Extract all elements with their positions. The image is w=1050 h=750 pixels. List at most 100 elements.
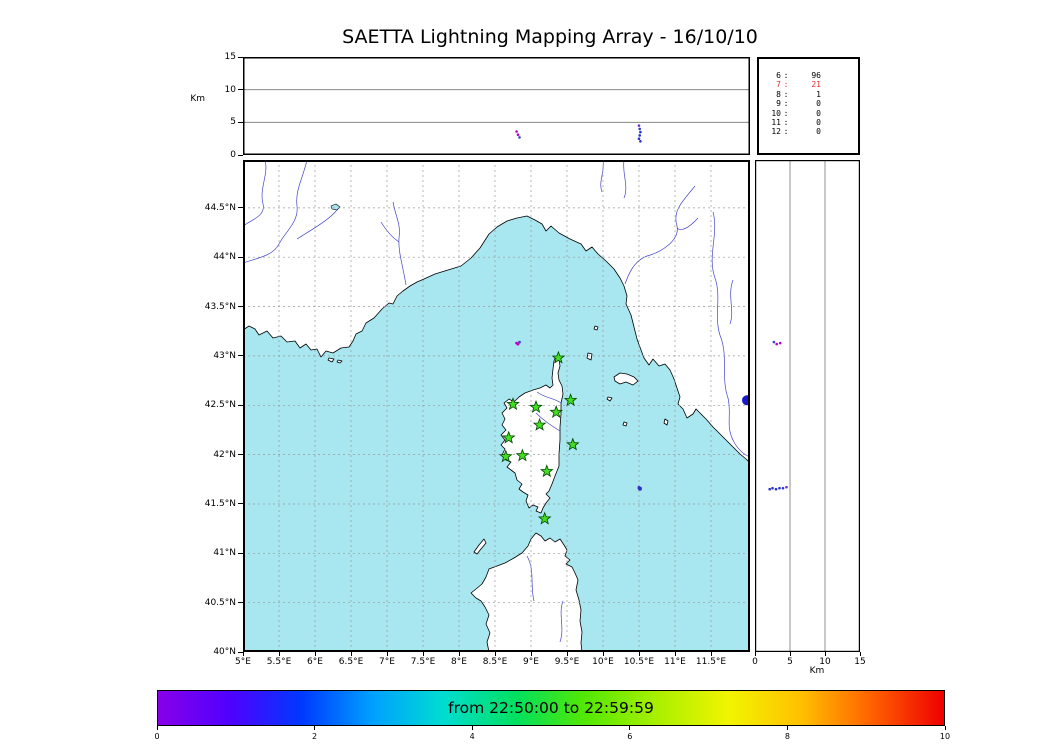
lightning-source-dot	[639, 130, 642, 134]
montecristo-island	[622, 421, 628, 427]
tick-label: 15	[854, 657, 866, 667]
tick-label: 0	[752, 657, 758, 667]
lma-station-star	[501, 430, 516, 444]
lightning-source-dot	[515, 130, 518, 133]
tick-mark	[566, 652, 568, 656]
lma-station-star	[529, 400, 543, 413]
lightning-source-dot	[516, 342, 520, 346]
figure-title: SAETTA Lightning Mapping Array - 16/10/1…	[342, 26, 758, 48]
tick-mark	[242, 652, 244, 656]
tick-mark	[238, 207, 243, 209]
tick-mark	[350, 652, 352, 656]
tick-mark	[674, 652, 676, 656]
elba-island	[613, 372, 639, 386]
capraia-island	[586, 352, 593, 361]
lightning-source-dot	[778, 486, 781, 490]
river	[624, 185, 696, 285]
station-count-row: 7:21	[776, 80, 821, 90]
lightning-source-dot	[781, 486, 785, 490]
tick-mark	[471, 726, 473, 730]
lightning-source-dot	[772, 340, 776, 344]
tick-mark	[458, 652, 460, 656]
tick-label: 4	[469, 732, 475, 741]
lma-station-star	[498, 449, 513, 463]
tick-mark	[386, 652, 388, 656]
tick-label: 5	[787, 657, 793, 667]
giglio-island	[663, 418, 669, 426]
tick-label: 10	[939, 732, 951, 741]
river	[392, 201, 407, 286]
tick-label: 6°E	[307, 657, 323, 667]
tick-label: 7°E	[379, 657, 395, 667]
map-data-layer	[243, 160, 750, 652]
map-frame	[243, 160, 750, 652]
tick-label: 10	[819, 657, 831, 667]
tick-mark	[638, 652, 640, 656]
river	[535, 412, 561, 432]
tick-mark	[824, 652, 826, 656]
alt-lon-data-layer	[243, 89, 750, 143]
alt-lat-canvas	[755, 160, 860, 652]
station-count-row: 9:0	[776, 99, 821, 109]
tick-label: 5°E	[235, 657, 251, 667]
tick-label: 11°E	[664, 657, 686, 667]
tick-label: 43.5°N	[204, 301, 236, 312]
river	[729, 279, 734, 325]
lightning-source-dot	[518, 340, 521, 344]
station-count-row: 10:0	[771, 108, 821, 118]
tick-mark	[494, 652, 496, 656]
tick-label: 8°E	[451, 657, 467, 667]
lma-station-star	[532, 417, 547, 431]
lightning-source-dot	[516, 133, 520, 136]
tick-mark	[156, 726, 158, 730]
station-count-row: 11:0	[771, 118, 821, 128]
rivers	[243, 160, 750, 643]
tick-mark	[422, 652, 424, 656]
river	[559, 600, 564, 643]
tick-label: 41.5°N	[204, 498, 236, 509]
tick-label: 6.5°E	[338, 657, 364, 667]
tick-label: 44.5°N	[204, 202, 236, 213]
station-count-row: 12:0	[771, 127, 821, 137]
station-count-row: 6:96	[776, 71, 821, 80]
tick-label: 5.5°E	[266, 657, 292, 667]
tick-label: 5	[230, 117, 236, 128]
mainland-coast	[243, 160, 750, 464]
tick-mark	[238, 121, 243, 123]
tick-label: 10°E	[592, 657, 614, 667]
porquerolles-island	[327, 357, 335, 363]
tick-label: 41°N	[213, 548, 236, 559]
lightning-source-dot	[768, 487, 771, 491]
tick-label: 43°N	[213, 350, 236, 361]
tick-label: 8	[784, 732, 790, 741]
tick-mark	[789, 652, 791, 656]
tick-label: 44°N	[213, 252, 236, 263]
river	[380, 221, 400, 243]
colorbar-time-label: from 22:50:00 to 22:59:59	[448, 699, 654, 717]
tick-mark	[754, 652, 756, 656]
map-canvas	[243, 160, 750, 652]
river	[676, 217, 699, 230]
tick-label: 10	[224, 84, 236, 95]
lightning-source-dot	[638, 127, 641, 131]
alt-lon-frame	[243, 57, 750, 155]
lightning-source-dot	[771, 486, 774, 490]
station-count-panel: 6:96 7:21 8:1 9:0 10:0 11:0 12:0	[757, 57, 860, 155]
alpine-lake	[330, 203, 341, 211]
tick-label: 7.5°E	[410, 657, 436, 667]
gorgona-island	[593, 325, 599, 331]
lma-station-star	[539, 464, 554, 478]
river	[711, 211, 750, 458]
river	[600, 160, 604, 193]
tick-mark	[238, 651, 243, 653]
tick-label: 9°E	[523, 657, 539, 667]
alt-vs-lat-panel	[755, 160, 860, 652]
tick-mark	[238, 355, 243, 357]
river	[243, 160, 308, 264]
alt-lon-canvas	[243, 57, 750, 155]
tick-label: 2	[312, 732, 318, 741]
tick-label: 10.5°E	[623, 657, 655, 667]
sardinia-island	[470, 532, 583, 652]
tick-mark	[238, 404, 243, 406]
